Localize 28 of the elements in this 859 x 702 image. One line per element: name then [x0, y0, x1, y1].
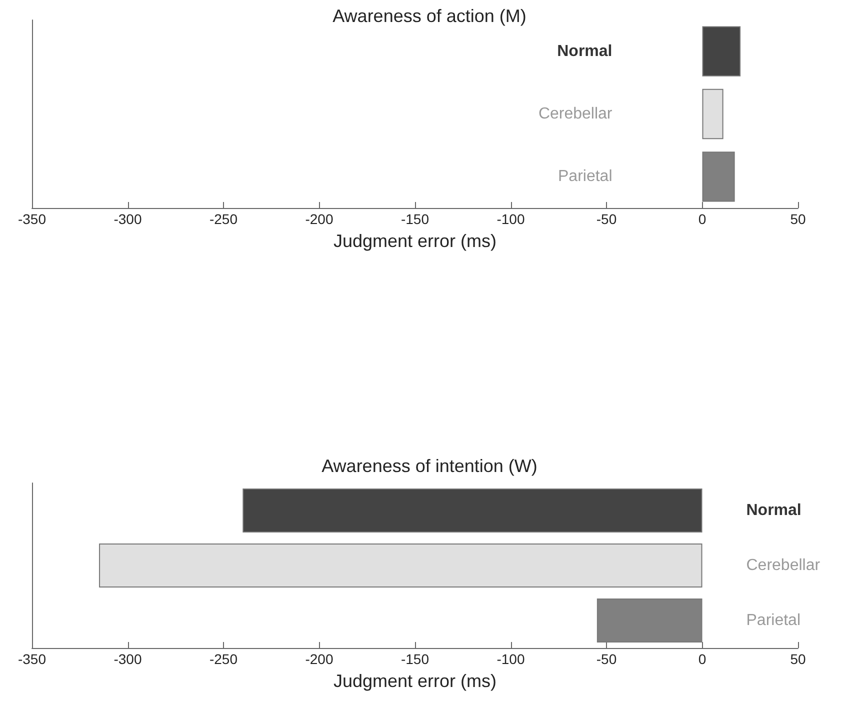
chart-title: Awareness of action (M) [332, 6, 526, 26]
x-tick-label: -100 [496, 211, 525, 227]
y-tick-label: Parietal [558, 168, 612, 186]
x-tick-label: 50 [790, 651, 806, 667]
y-tick-label: Parietal [746, 612, 800, 629]
x-tick-label: -50 [596, 211, 617, 227]
x-tick-label: -350 [18, 211, 46, 227]
x-tick-label: -300 [114, 651, 142, 667]
x-tick-label: -350 [18, 651, 46, 667]
x-tick-label: 0 [698, 651, 706, 667]
x-tick-label: -200 [305, 651, 334, 667]
y-tick-label: Normal [746, 502, 802, 519]
x-tick-label: -250 [209, 211, 238, 227]
x-axis-title: Judgment error (ms) [333, 671, 497, 691]
x-tick-label: 0 [698, 211, 706, 227]
x-tick-label: -50 [596, 651, 617, 667]
x-tick-label: -150 [400, 211, 430, 227]
chart-title: Awareness of intention (W) [322, 456, 538, 476]
x-tick-label: -150 [400, 651, 430, 667]
x-tick-label: 50 [790, 211, 806, 227]
y-tick-label: Cerebellar [538, 106, 613, 122]
x-tick-label: -200 [305, 211, 334, 227]
x-tick-label: -100 [496, 651, 525, 667]
x-tick-label: -250 [209, 651, 238, 667]
y-tick-label: Normal [557, 42, 612, 60]
y-tick-label: Cerebellar [746, 557, 821, 574]
x-axis-title: Judgment error (ms) [333, 231, 497, 251]
x-tick-label: -300 [114, 211, 142, 227]
